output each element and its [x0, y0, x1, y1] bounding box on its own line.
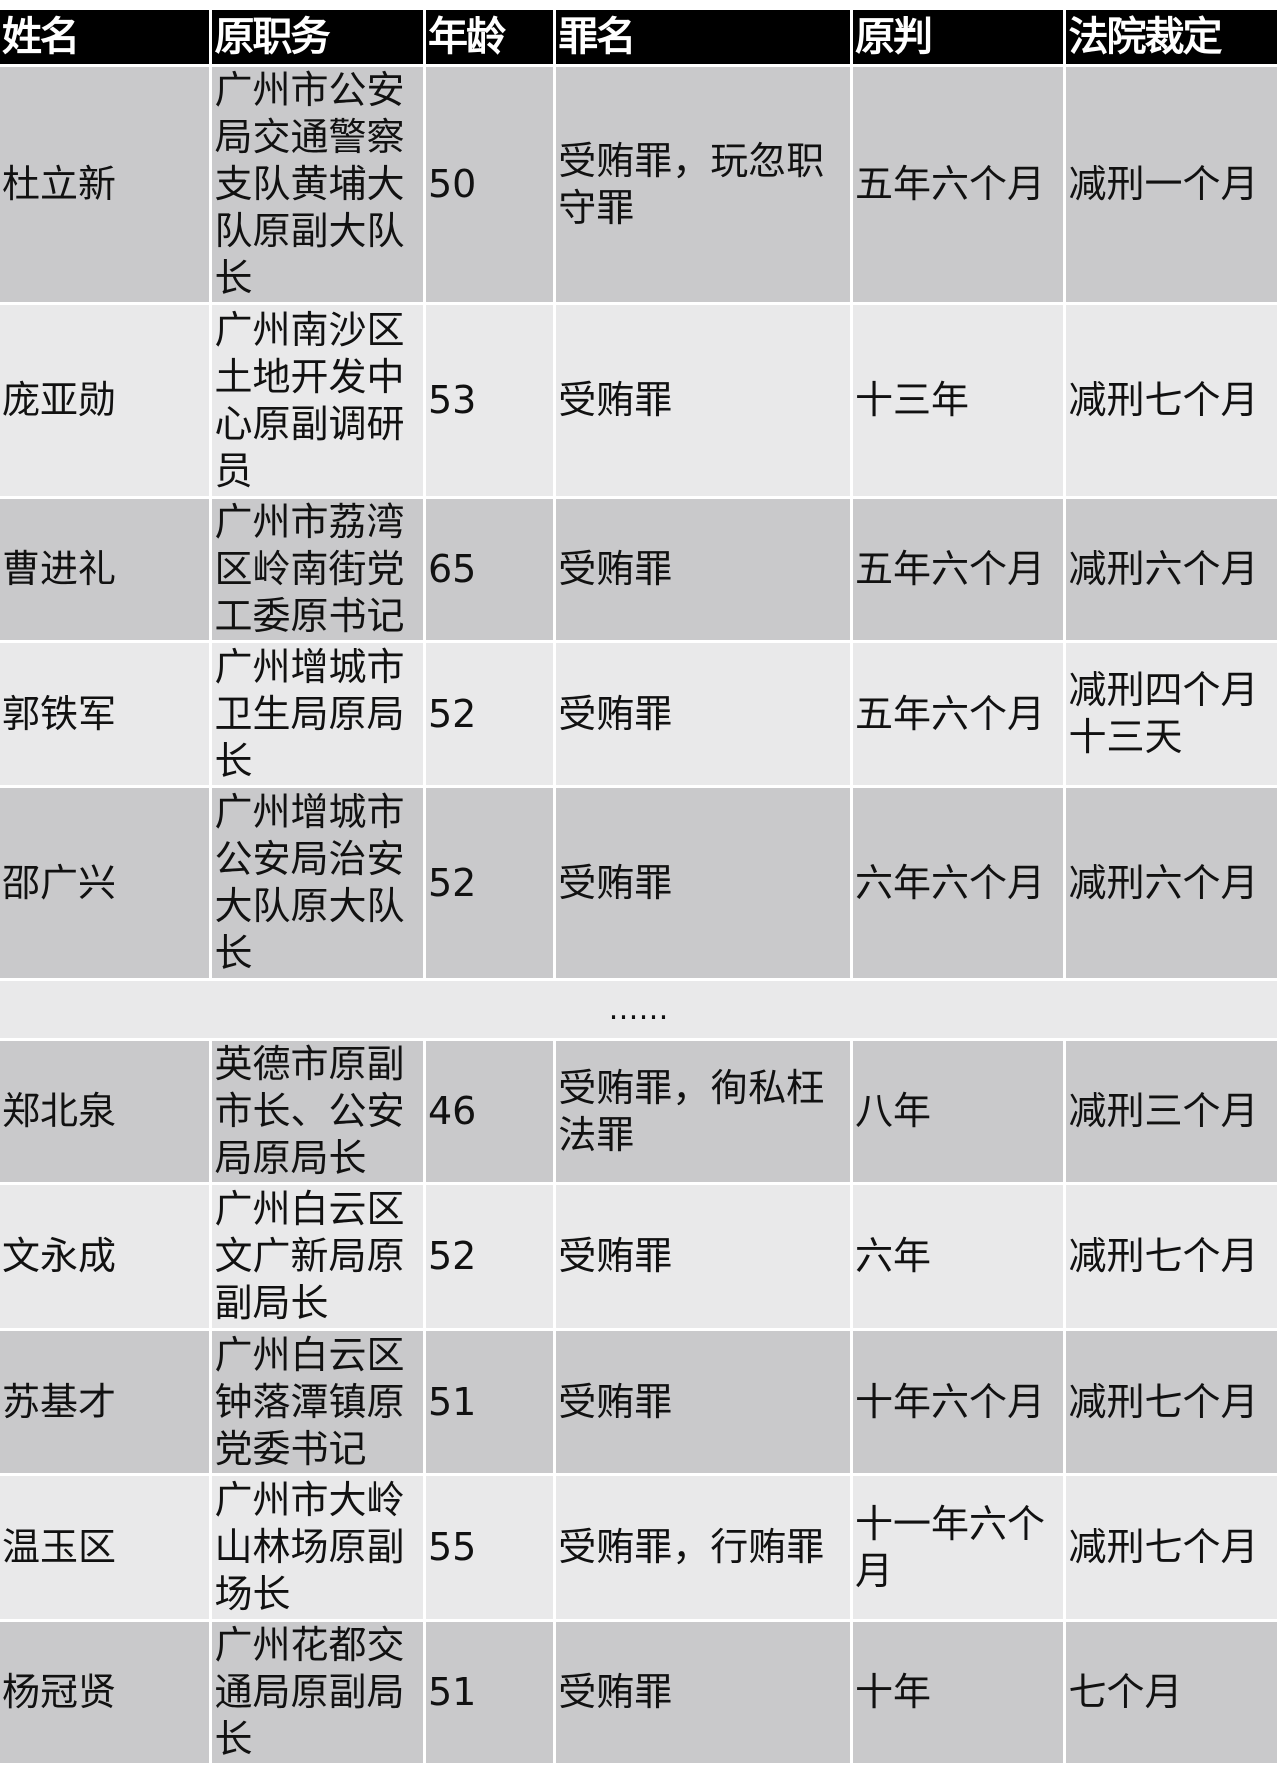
header-position: 原职务	[212, 10, 423, 64]
cell-crime: 受贿罪	[556, 788, 850, 978]
sentence-reduction-table: 姓名 原职务 年龄 罪名 原判 法院裁定 杜立新 广州市公安局交通警察支队黄埔大队原副大队长…	[0, 7, 1280, 1766]
cell-ruling: 减刑七个月	[1066, 1476, 1277, 1619]
cell-name: 苏基才	[0, 1331, 210, 1473]
cell-age: 52	[425, 1185, 554, 1328]
table-row: 苏基才 广州白云区钟落潭镇原党委书记 51 受贿罪 十年六个月 减刑七个月	[0, 1331, 1277, 1473]
table-row: 郭铁军 广州增城市卫生局原局长 52 受贿罪 五年六个月 减刑四个月十三天	[0, 643, 1277, 785]
cell-sentence: 十年六个月	[852, 1331, 1064, 1473]
cell-position: 广州白云区钟落潭镇原党委书记	[212, 1331, 423, 1473]
header-row: 姓名 原职务 年龄 罪名 原判 法院裁定	[0, 10, 1277, 64]
header-name: 姓名	[0, 10, 210, 64]
cell-ruling: 减刑四个月十三天	[1066, 643, 1277, 785]
cell-crime: 受贿罪	[556, 1331, 850, 1473]
cell-crime: 受贿罪	[556, 643, 850, 785]
cell-name: 杜立新	[0, 67, 210, 302]
cell-age: 51	[425, 1331, 554, 1473]
cell-name: 邵广兴	[0, 788, 210, 978]
cell-age: 50	[425, 67, 554, 302]
table-row: 庞亚勋 广州南沙区土地开发中心原副调研员 53 受贿罪 十三年 减刑七个月	[0, 305, 1277, 496]
cell-position: 广州市荔湾区岭南街党工委原书记	[212, 499, 423, 640]
cell-sentence: 八年	[852, 1041, 1064, 1182]
cell-position: 广州南沙区土地开发中心原副调研员	[212, 305, 423, 496]
header-age: 年龄	[425, 10, 554, 64]
cell-sentence: 六年六个月	[852, 788, 1064, 978]
table-row: 文永成 广州白云区文广新局原副局长 52 受贿罪 六年 减刑七个月	[0, 1185, 1277, 1328]
cell-position: 广州增城市卫生局原局长	[212, 643, 423, 785]
table-row: 杨冠贤 广州花都交通局原副局长 51 受贿罪 十年 七个月	[0, 1622, 1277, 1763]
cell-position: 广州白云区文广新局原副局长	[212, 1185, 423, 1328]
cell-crime: 受贿罪，行贿罪	[556, 1476, 850, 1619]
ellipsis: ……	[0, 981, 1277, 1038]
cell-sentence: 五年六个月	[852, 67, 1064, 302]
cell-sentence: 十年	[852, 1622, 1064, 1763]
cell-ruling: 减刑七个月	[1066, 1331, 1277, 1473]
cell-crime: 受贿罪	[556, 1185, 850, 1328]
cell-name: 庞亚勋	[0, 305, 210, 496]
cell-age: 65	[425, 499, 554, 640]
cell-name: 郑北泉	[0, 1041, 210, 1182]
table-row: 杜立新 广州市公安局交通警察支队黄埔大队原副大队长 50 受贿罪，玩忽职守罪 五年六个月…	[0, 67, 1277, 302]
cell-ruling: 减刑六个月	[1066, 499, 1277, 640]
cell-position: 英德市原副市长、公安局原局长	[212, 1041, 423, 1182]
cell-ruling: 减刑一个月	[1066, 67, 1277, 302]
cell-ruling: 减刑七个月	[1066, 1185, 1277, 1328]
cell-ruling: 减刑七个月	[1066, 305, 1277, 496]
cell-sentence: 十一年六个月	[852, 1476, 1064, 1619]
cell-name: 杨冠贤	[0, 1622, 210, 1763]
cell-sentence: 六年	[852, 1185, 1064, 1328]
cell-ruling: 减刑三个月	[1066, 1041, 1277, 1182]
cell-crime: 受贿罪	[556, 499, 850, 640]
ellipsis-row: ……	[0, 981, 1277, 1038]
cell-crime: 受贿罪	[556, 1622, 850, 1763]
cell-name: 文永成	[0, 1185, 210, 1328]
cell-position: 广州花都交通局原副局长	[212, 1622, 423, 1763]
cell-sentence: 十三年	[852, 305, 1064, 496]
cell-sentence: 五年六个月	[852, 643, 1064, 785]
cell-name: 温玉区	[0, 1476, 210, 1619]
cell-ruling: 七个月	[1066, 1622, 1277, 1763]
cell-age: 46	[425, 1041, 554, 1182]
table-row: 郑北泉 英德市原副市长、公安局原局长 46 受贿罪，徇私枉法罪 八年 减刑三个月	[0, 1041, 1277, 1182]
cell-position: 广州市公安局交通警察支队黄埔大队原副大队长	[212, 67, 423, 302]
cell-crime: 受贿罪	[556, 305, 850, 496]
table-row: 邵广兴 广州增城市公安局治安大队原大队长 52 受贿罪 六年六个月 减刑六个月	[0, 788, 1277, 978]
cell-crime: 受贿罪，徇私枉法罪	[556, 1041, 850, 1182]
cell-age: 51	[425, 1622, 554, 1763]
header-ruling: 法院裁定	[1066, 10, 1277, 64]
cell-age: 55	[425, 1476, 554, 1619]
cell-position: 广州市大岭山林场原副场长	[212, 1476, 423, 1619]
cell-age: 52	[425, 643, 554, 785]
table-row: 温玉区 广州市大岭山林场原副场长 55 受贿罪，行贿罪 十一年六个月 减刑七个月	[0, 1476, 1277, 1619]
header-crime: 罪名	[556, 10, 850, 64]
cell-sentence: 五年六个月	[852, 499, 1064, 640]
header-sentence: 原判	[852, 10, 1064, 64]
cell-name: 郭铁军	[0, 643, 210, 785]
cell-position: 广州增城市公安局治安大队原大队长	[212, 788, 423, 978]
cell-name: 曹进礼	[0, 499, 210, 640]
cell-age: 52	[425, 788, 554, 978]
cell-crime: 受贿罪，玩忽职守罪	[556, 67, 850, 302]
table-row: 曹进礼 广州市荔湾区岭南街党工委原书记 65 受贿罪 五年六个月 减刑六个月	[0, 499, 1277, 640]
cell-age: 53	[425, 305, 554, 496]
cell-ruling: 减刑六个月	[1066, 788, 1277, 978]
